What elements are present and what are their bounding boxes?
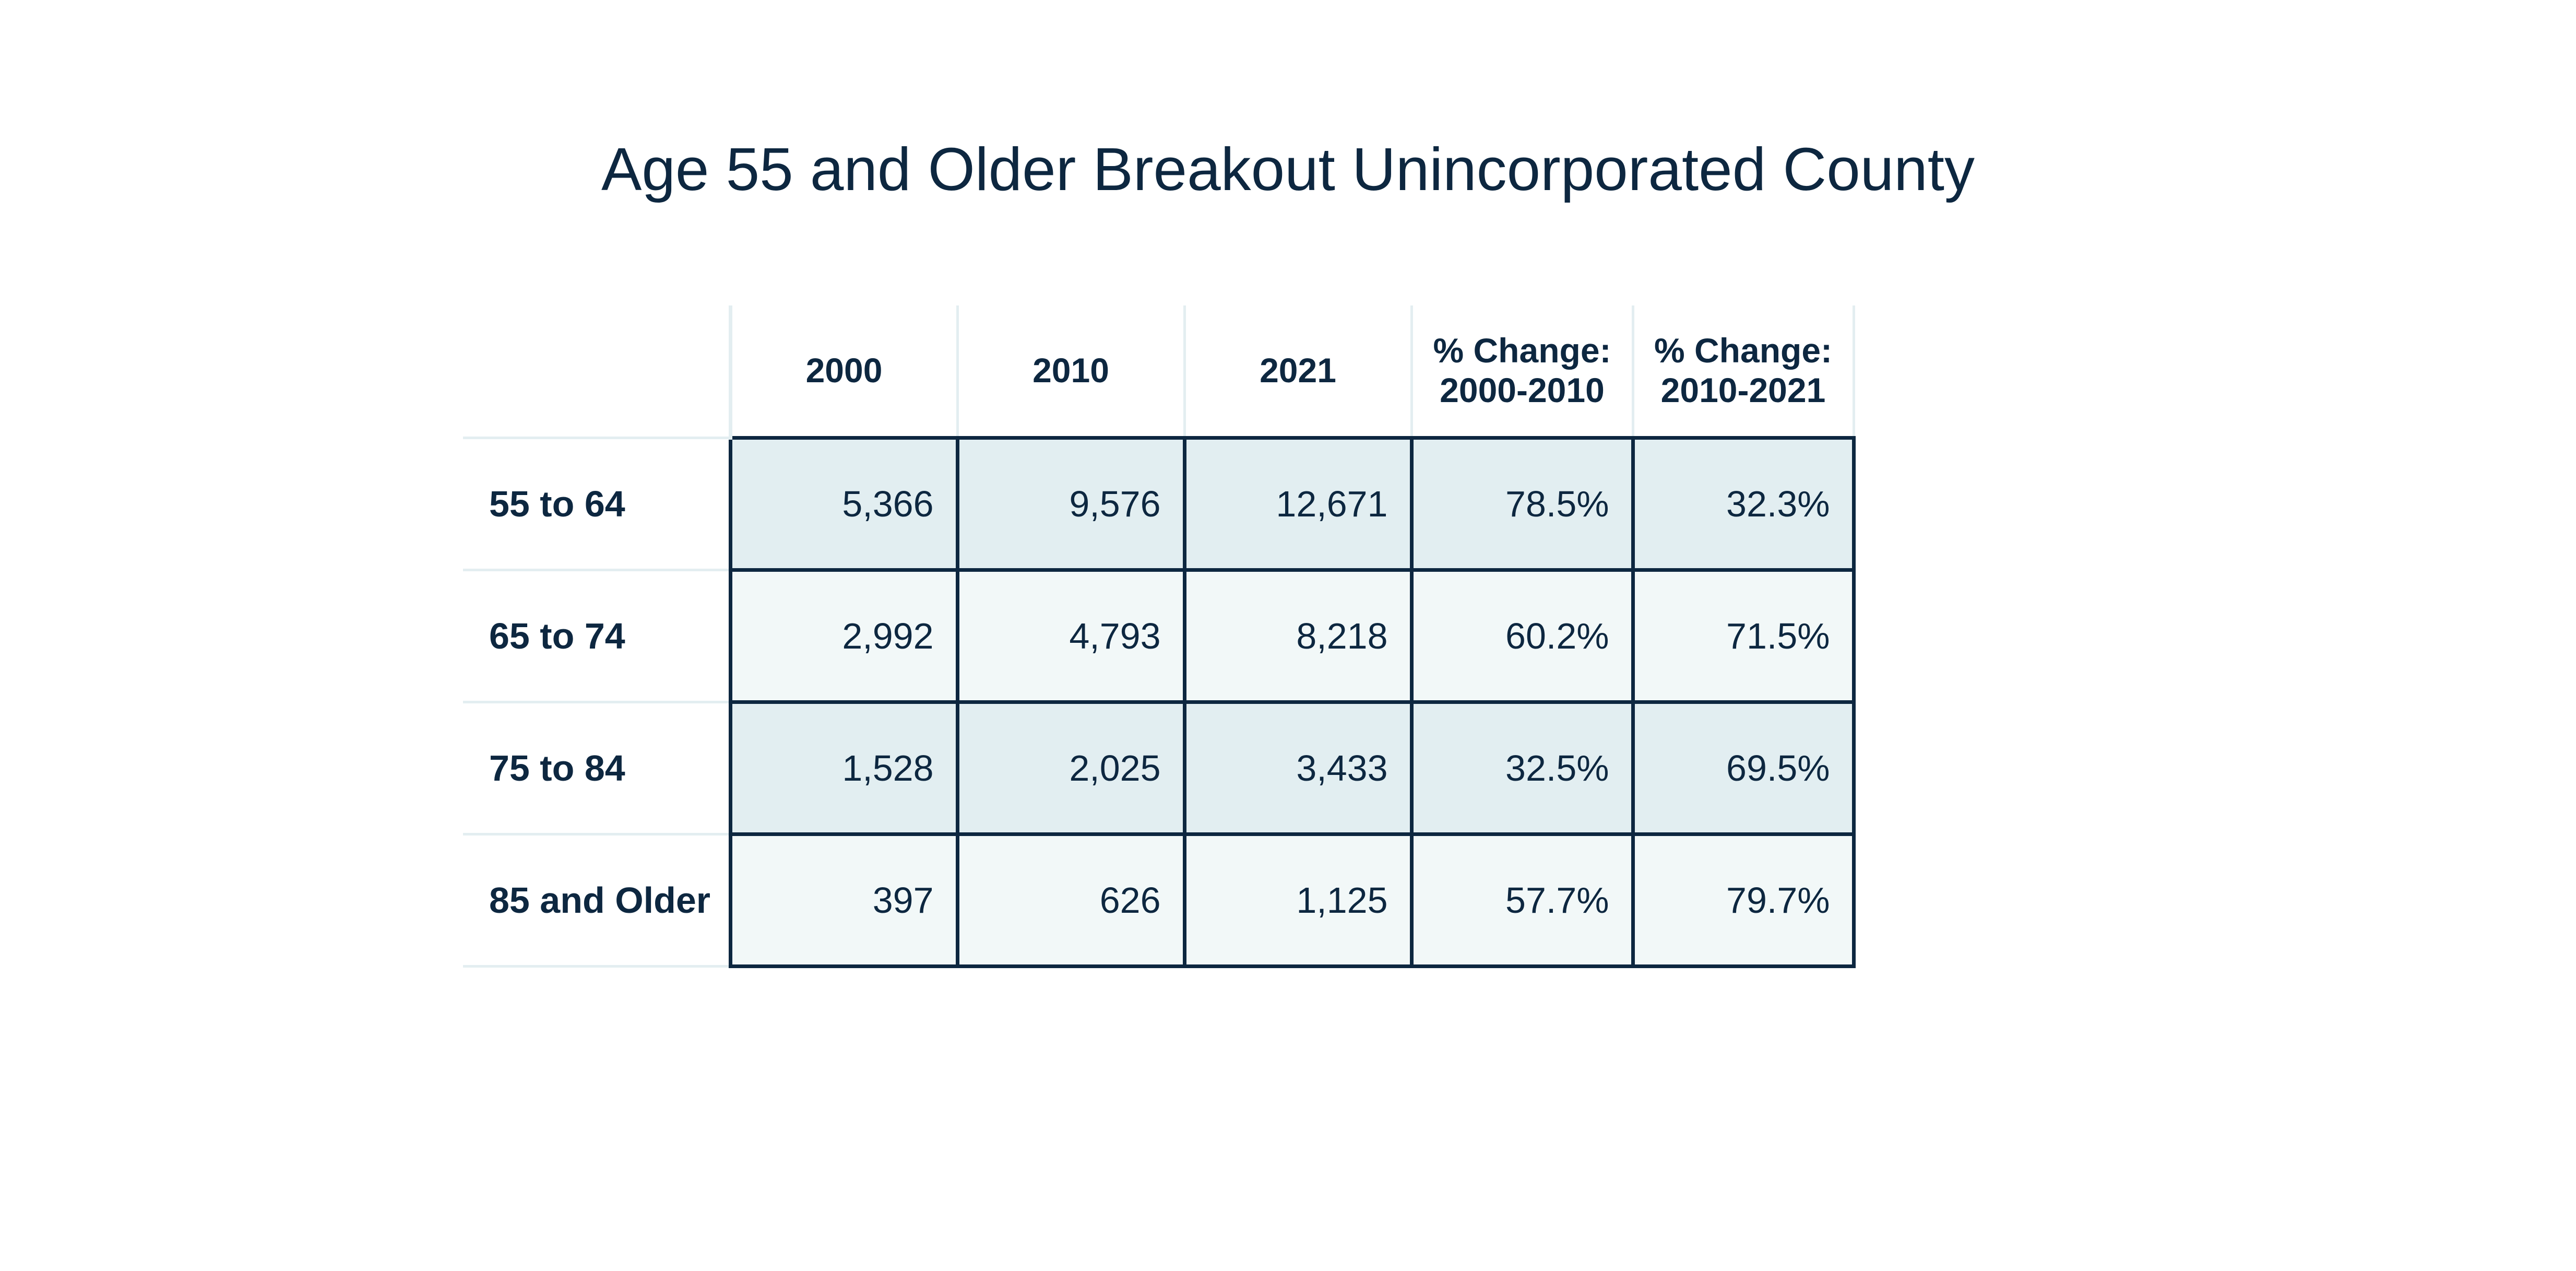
table-cell: 1,125: [1182, 832, 1414, 968]
column-header-line: 2010: [1032, 350, 1109, 390]
table-cell: 79.7%: [1631, 832, 1856, 968]
table-cell: 3,433: [1182, 700, 1414, 836]
age-breakout-table: 2000 2010 2021 % Change: 2000-2010 % Chan…: [463, 305, 1856, 968]
row-label: 55 to 64: [463, 438, 732, 571]
table-row: 65 to 74 2,992 4,793 8,218 60.2% 71.5%: [463, 568, 1856, 704]
table-cell: 626: [955, 832, 1186, 968]
column-header-line: % Change:: [1654, 331, 1833, 370]
row-label: 75 to 84: [463, 702, 732, 835]
column-header-line: 2000-2010: [1440, 370, 1605, 409]
table-cell: 8,218: [1182, 568, 1414, 704]
table-cell: 32.3%: [1631, 436, 1856, 572]
table-cell: 69.5%: [1631, 700, 1856, 836]
table-cell: 57.7%: [1409, 832, 1635, 968]
header-corner-cell: [463, 305, 732, 439]
table-cell: 71.5%: [1631, 568, 1856, 704]
table-cell: 397: [728, 832, 959, 968]
table-cell: 5,366: [728, 436, 959, 572]
table-cell: 78.5%: [1409, 436, 1635, 572]
table-cell: 32.5%: [1409, 700, 1635, 836]
table-row: 75 to 84 1,528 2,025 3,433 32.5% 69.5%: [463, 700, 1856, 836]
table-cell: 4,793: [955, 568, 1186, 704]
table-cell: 60.2%: [1409, 568, 1635, 704]
column-header-2010: 2010: [956, 305, 1186, 440]
row-label: 65 to 74: [463, 570, 732, 703]
table-cell: 2,025: [955, 700, 1186, 836]
row-label: 85 and Older: [463, 834, 732, 968]
column-header-pct-change-2010-2021: % Change: 2010-2021: [1631, 305, 1855, 440]
column-header-pct-change-2000-2010: % Change: 2000-2010: [1410, 305, 1634, 440]
page-title: Age 55 and Older Breakout Unincorporated…: [601, 135, 1975, 203]
column-header-line: 2010-2021: [1660, 370, 1826, 409]
column-header-2000: 2000: [729, 305, 959, 440]
table-row: 55 to 64 5,366 9,576 12,671 78.5% 32.3%: [463, 436, 1856, 572]
column-header-line: 2000: [805, 350, 883, 390]
header-row: 2000 2010 2021 % Change: 2000-2010 % Chan…: [463, 305, 1855, 440]
table-cell: 12,671: [1182, 436, 1414, 572]
table-row: 85 and Older 397 626 1,125 57.7% 79.7%: [463, 832, 1856, 968]
table-cell: 1,528: [728, 700, 959, 836]
table-cell: 9,576: [955, 436, 1186, 572]
column-header-2021: 2021: [1183, 305, 1413, 440]
table-cell: 2,992: [728, 568, 959, 704]
column-header-line: % Change:: [1433, 331, 1611, 370]
column-header-line: 2021: [1260, 350, 1336, 390]
